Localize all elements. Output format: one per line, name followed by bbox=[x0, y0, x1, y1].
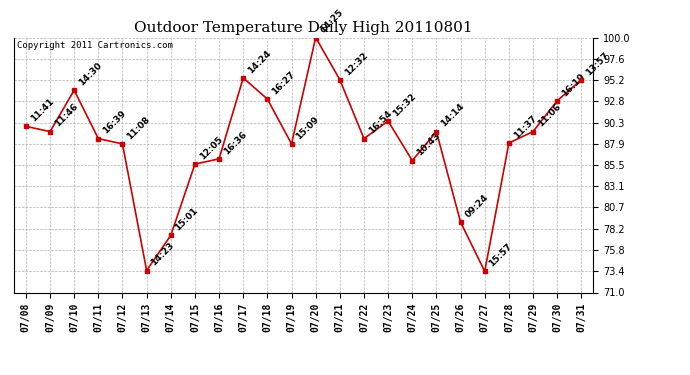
Text: 12:32: 12:32 bbox=[343, 50, 369, 77]
Text: 11:46: 11:46 bbox=[53, 102, 79, 129]
Text: 16:54: 16:54 bbox=[367, 109, 393, 136]
Text: 11:08: 11:08 bbox=[126, 115, 152, 141]
Text: 14:23: 14:23 bbox=[150, 241, 176, 268]
Text: 09:24: 09:24 bbox=[464, 193, 490, 219]
Text: 14:24: 14:24 bbox=[246, 48, 273, 75]
Text: 15:09: 15:09 bbox=[295, 114, 321, 141]
Text: 10:43: 10:43 bbox=[415, 131, 442, 158]
Text: 15:01: 15:01 bbox=[174, 206, 200, 232]
Text: 11:06: 11:06 bbox=[536, 102, 562, 129]
Text: 16:19: 16:19 bbox=[560, 71, 586, 98]
Text: 16:39: 16:39 bbox=[101, 109, 128, 136]
Text: 12:05: 12:05 bbox=[198, 135, 224, 161]
Text: 13:57: 13:57 bbox=[584, 50, 611, 77]
Title: Outdoor Temperature Daily High 20110801: Outdoor Temperature Daily High 20110801 bbox=[135, 21, 473, 35]
Text: 16:27: 16:27 bbox=[270, 70, 297, 96]
Text: Copyright 2011 Cartronics.com: Copyright 2011 Cartronics.com bbox=[17, 41, 172, 50]
Text: 14:25: 14:25 bbox=[319, 8, 345, 35]
Text: 11:37: 11:37 bbox=[512, 114, 538, 140]
Text: 15:32: 15:32 bbox=[391, 92, 417, 118]
Text: 15:57: 15:57 bbox=[488, 242, 514, 268]
Text: 16:36: 16:36 bbox=[222, 129, 248, 156]
Text: 11:41: 11:41 bbox=[29, 97, 55, 123]
Text: 14:30: 14:30 bbox=[77, 61, 104, 87]
Text: 14:14: 14:14 bbox=[440, 102, 466, 129]
